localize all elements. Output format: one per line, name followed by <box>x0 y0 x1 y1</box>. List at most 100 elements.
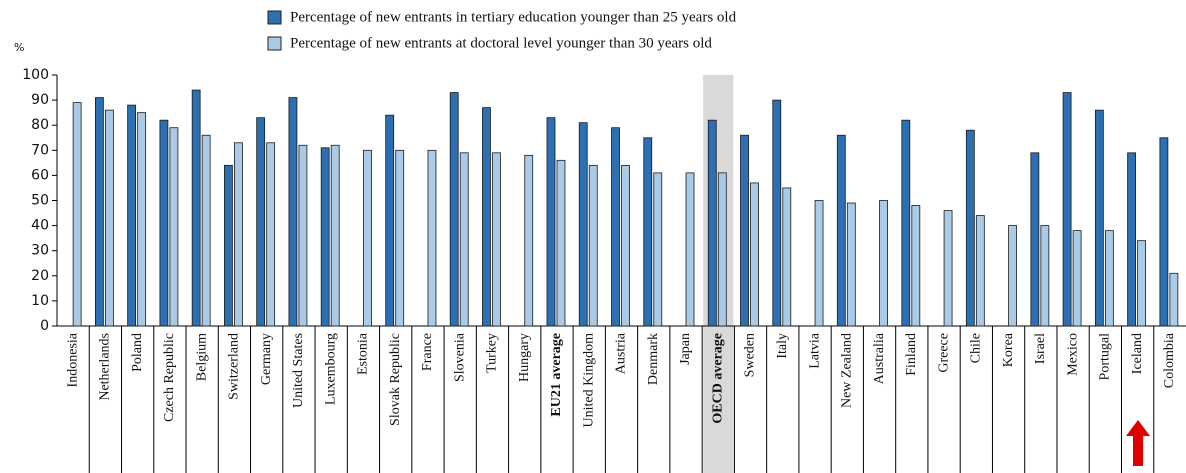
x-tick-label: Israel <box>1033 333 1048 364</box>
bar <box>1104 230 1114 327</box>
bar <box>1169 272 1179 327</box>
bar <box>1159 137 1169 327</box>
bar <box>901 119 911 327</box>
bar <box>256 117 266 327</box>
x-tick-label: Korea <box>1001 332 1016 367</box>
x-tick-label: Latvia <box>807 332 822 369</box>
y-tick-label: 0 <box>40 318 49 334</box>
bar <box>717 172 727 327</box>
x-tick-label: Chile <box>969 333 984 363</box>
bar <box>621 164 630 327</box>
pointer-arrow <box>1126 420 1150 466</box>
x-tick-label: OECD average <box>710 333 725 424</box>
bar <box>740 134 749 327</box>
bar <box>578 122 588 327</box>
bar <box>234 142 243 327</box>
bar <box>846 202 856 327</box>
bar <box>104 109 114 327</box>
x-tick-label: Italy <box>775 333 790 359</box>
x-tick-label: Poland <box>130 333 145 372</box>
bar <box>427 149 437 327</box>
bar <box>814 200 824 327</box>
bar <box>1137 240 1147 327</box>
x-tick-label: Portugal <box>1098 333 1113 381</box>
x-tick-label: Hungary <box>517 333 532 382</box>
bar <box>330 144 340 327</box>
bar <box>911 205 921 327</box>
bar <box>459 152 469 327</box>
bar <box>492 152 501 327</box>
y-tick-label: 20 <box>31 268 49 284</box>
y-tick-label: 60 <box>31 167 49 183</box>
x-tick-label: United States <box>291 333 306 408</box>
bar <box>320 147 330 327</box>
y-tick-label: 70 <box>31 142 49 158</box>
legend-swatch <box>267 36 282 51</box>
x-tick-label: Iceland <box>1130 333 1145 374</box>
x-tick-label: Switzerland <box>227 333 242 400</box>
x-tick-label: Luxembourg <box>323 333 338 405</box>
bar <box>191 89 201 327</box>
bar <box>127 104 137 327</box>
x-tick-label: Austria <box>614 332 629 374</box>
x-tick-label: Sweden <box>743 333 758 377</box>
x-tick-label: New Zealand <box>840 333 855 408</box>
bar <box>750 182 759 327</box>
bar <box>449 92 459 327</box>
bar <box>1008 225 1017 327</box>
x-tick-label: Australia <box>872 332 887 384</box>
bar <box>363 149 372 327</box>
legend-label: Percentage of new entrants at doctoral l… <box>290 35 712 51</box>
bar <box>546 117 556 327</box>
x-tick-label: United Kingdom <box>581 333 596 428</box>
bar <box>1127 152 1137 327</box>
x-tick-label: Slovak Republic <box>388 333 403 426</box>
bar <box>94 97 104 327</box>
bar <box>201 134 211 327</box>
bar <box>1062 92 1072 327</box>
bar <box>395 149 405 327</box>
bar <box>556 159 566 327</box>
y-tick-label: 100 <box>22 67 49 83</box>
bar <box>385 114 395 327</box>
bar <box>266 142 276 327</box>
bar <box>482 107 491 327</box>
bar <box>772 99 782 327</box>
legend-swatch <box>267 10 282 25</box>
bar <box>288 97 298 327</box>
x-tick-label: Turkey <box>485 333 500 373</box>
bar <box>524 154 534 327</box>
bar <box>169 127 179 327</box>
bar <box>137 112 147 327</box>
x-tick-label: Greece <box>936 333 951 373</box>
bar <box>1072 230 1082 327</box>
bar <box>879 200 888 327</box>
bar <box>1030 152 1040 327</box>
bar <box>611 127 620 327</box>
bar <box>1040 225 1050 327</box>
y-tick-label: 80 <box>31 117 49 133</box>
x-tick-label: Finland <box>904 333 919 376</box>
bar <box>643 137 653 327</box>
bar <box>707 119 717 327</box>
x-tick-label: Germany <box>259 333 274 385</box>
bar <box>72 102 82 327</box>
x-tick-label: Denmark <box>646 333 661 385</box>
y-tick-label: 10 <box>31 293 49 309</box>
x-tick-label: Estonia <box>356 332 371 375</box>
bar <box>782 187 792 327</box>
y-tick-label: 30 <box>31 243 49 259</box>
x-tick-label: Slovenia <box>452 332 467 382</box>
x-tick-label: France <box>420 333 435 371</box>
x-tick-label: Colombia <box>1162 332 1177 388</box>
bar <box>298 144 308 327</box>
x-tick-label: Belgium <box>194 333 209 381</box>
bar <box>685 172 695 327</box>
x-tick-label: Mexico <box>1065 333 1080 376</box>
bar <box>943 210 953 327</box>
bar <box>588 164 598 327</box>
bar <box>1094 109 1104 327</box>
y-tick-label: 40 <box>31 218 49 234</box>
y-tick-label: 50 <box>31 193 49 209</box>
